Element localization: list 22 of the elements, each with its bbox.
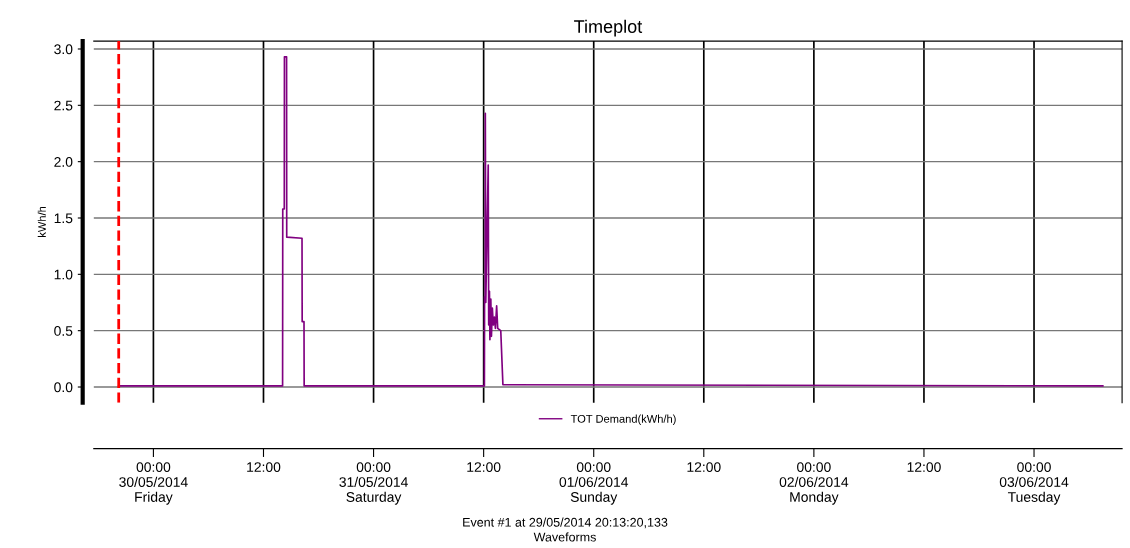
x-tick-label: 00:00 31/05/2014 Saturday: [339, 462, 408, 505]
y-tick-label: 2.0: [54, 156, 73, 167]
legend-label: TOT Demand(kWh/h): [570, 414, 676, 425]
x-tick-label: 00:00 02/06/2014 Monday: [779, 462, 849, 505]
y-tick-label: 3.0: [54, 44, 73, 55]
x-tick-label: 00:00 30/05/2014 Friday: [119, 462, 188, 505]
y-tick-label: 1.5: [54, 213, 73, 224]
y-tick-label: 2.5: [54, 100, 73, 111]
line-series: [117, 56, 1104, 387]
text: Event #1 at 29/05/2014 20:13:20,133: [463, 517, 668, 529]
y-axis-title: kWh/h: [37, 206, 46, 237]
x-tick-label: 12:00: [687, 462, 721, 473]
x-tick-label: 12:00: [907, 462, 941, 473]
text: Waveforms: [533, 532, 596, 542]
x-tick-label: 12:00: [467, 462, 501, 473]
y-tick-label: 0.5: [54, 326, 73, 336]
y-tick-label: 0.0: [54, 382, 73, 393]
x-tick-label: 00:00 03/06/2014 Tuesday: [999, 462, 1069, 505]
x-tick-label: 12:00: [247, 462, 281, 473]
chart-title: Timeplot: [574, 19, 643, 37]
y-tick-label: 1.0: [54, 269, 73, 280]
x-tick-label: 00:00 01/06/2014 Sunday: [559, 462, 629, 505]
